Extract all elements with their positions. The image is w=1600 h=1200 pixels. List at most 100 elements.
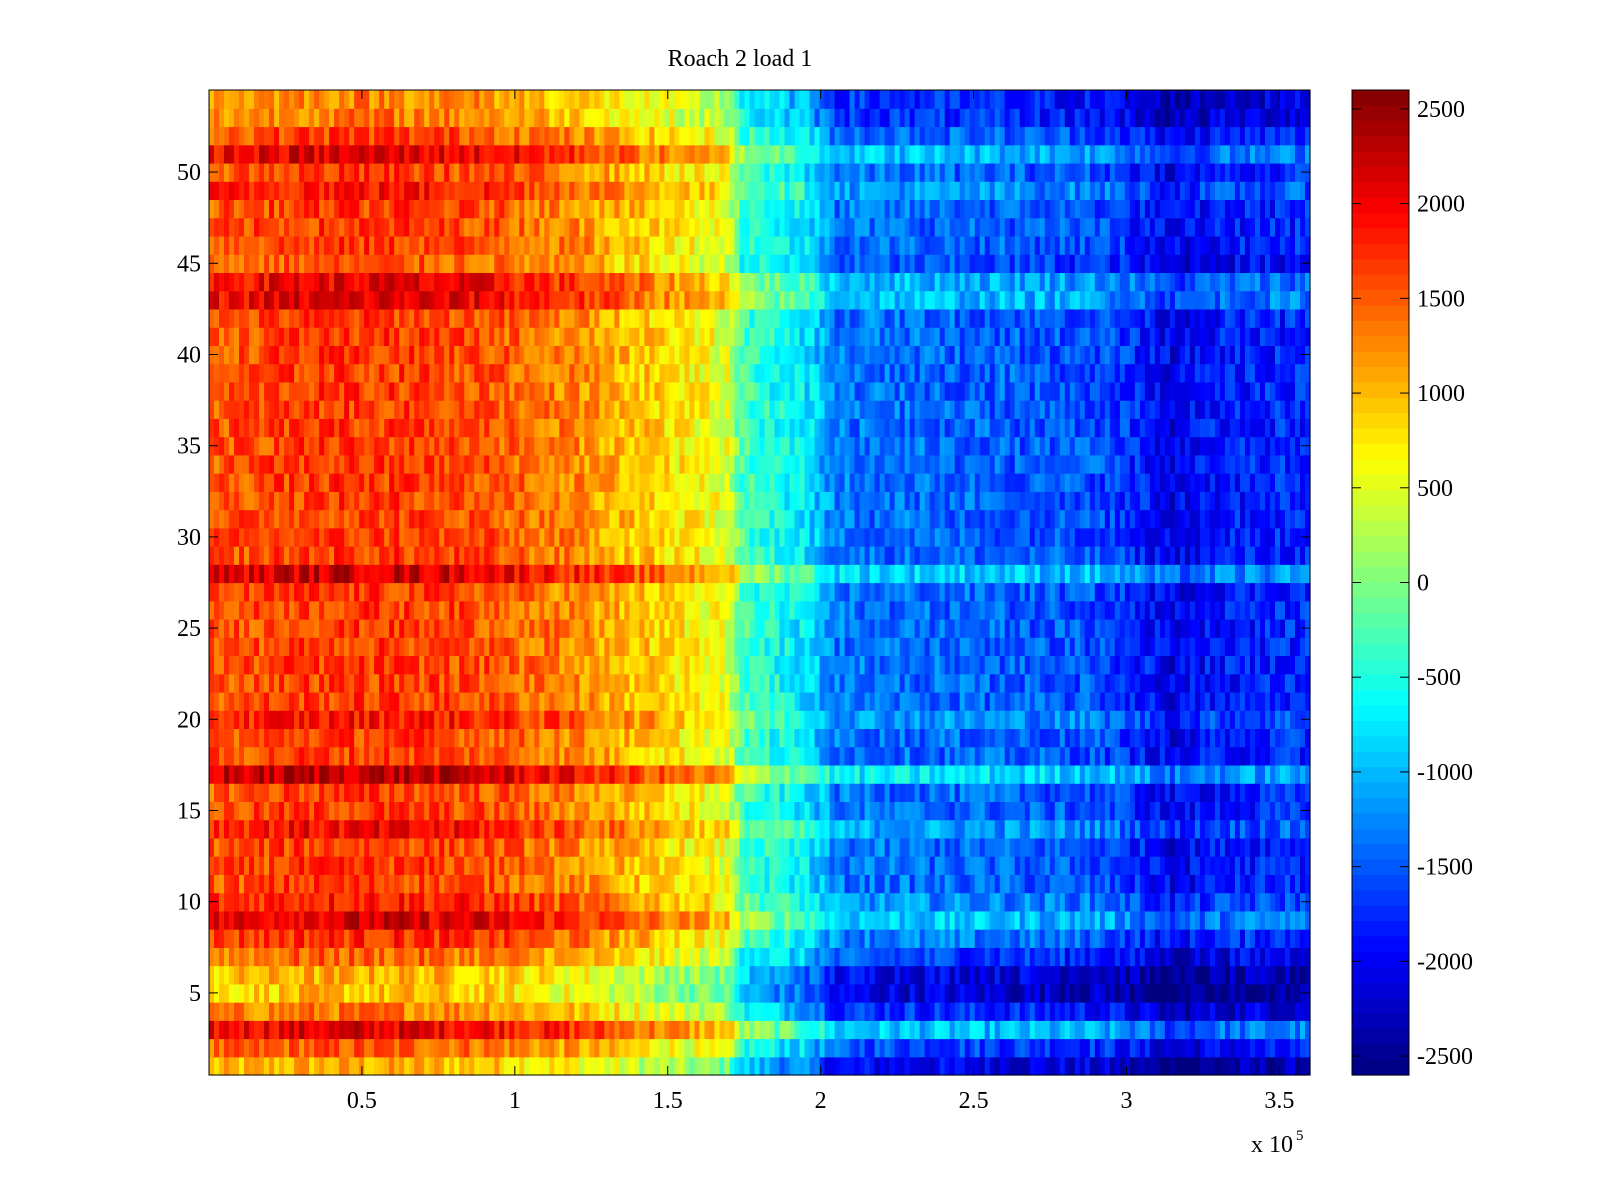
heatmap-cell [699, 837, 706, 857]
heatmap-cell [229, 1056, 235, 1076]
heatmap-cell [584, 764, 590, 784]
heatmap-cell [704, 673, 711, 693]
heatmap-cell [939, 746, 946, 766]
heatmap-cell [454, 819, 460, 839]
heatmap-cell [579, 1020, 585, 1040]
heatmap-cell [419, 801, 425, 821]
heatmap-cell [264, 1020, 270, 1040]
heatmap-cell [594, 655, 600, 675]
heatmap-cell [449, 910, 455, 930]
heatmap-cell [609, 983, 615, 1003]
heatmap-cell [1224, 691, 1231, 711]
heatmap-cell [879, 983, 886, 1003]
heatmap-cell [974, 655, 981, 675]
heatmap-cell [864, 783, 871, 802]
heatmap-cell [459, 1020, 465, 1040]
heatmap-cell [584, 1038, 590, 1058]
heatmap-cell [419, 837, 425, 857]
heatmap-cell [869, 710, 876, 730]
heatmap-cell [934, 673, 941, 693]
heatmap-cell [854, 673, 861, 693]
heatmap-cell [1034, 764, 1041, 784]
heatmap-cell [449, 764, 455, 784]
heatmap-cell [609, 1002, 615, 1021]
heatmap-cell [664, 837, 671, 857]
heatmap-cell [834, 1002, 841, 1021]
heatmap-cell [1129, 1038, 1136, 1058]
heatmap-cell [1069, 983, 1076, 1003]
heatmap-cell [289, 728, 295, 748]
heatmap-cell [254, 910, 260, 930]
heatmap-cell [209, 764, 215, 784]
heatmap-cell [529, 965, 535, 985]
heatmap-cell [794, 1056, 801, 1076]
heatmap-cell [1064, 892, 1071, 912]
heatmap-cell [854, 856, 861, 875]
heatmap-cell [1019, 1056, 1026, 1076]
heatmap-cell [479, 929, 485, 948]
heatmap-cell [449, 983, 455, 1003]
heatmap-cell [1139, 965, 1146, 985]
heatmap-cell [1029, 1056, 1036, 1076]
heatmap-cell [629, 929, 635, 948]
heatmap-cell [1079, 856, 1086, 875]
heatmap-cell [369, 746, 375, 766]
heatmap-cell [1049, 1002, 1056, 1021]
heatmap-cell [1169, 801, 1176, 821]
heatmap-cell [944, 819, 951, 839]
heatmap-cell [1119, 819, 1126, 839]
heatmap-cell [349, 1038, 355, 1058]
heatmap-cell [569, 746, 575, 766]
heatmap-cell [1249, 983, 1256, 1003]
heatmap-cell [494, 1020, 500, 1040]
heatmap-cell [559, 856, 565, 875]
heatmap-cell [874, 819, 881, 839]
heatmap-cell [1264, 856, 1271, 875]
heatmap-cell [459, 929, 465, 948]
heatmap-cell [1219, 1056, 1226, 1076]
heatmap-cell [974, 728, 981, 748]
heatmap-cell [279, 856, 285, 875]
heatmap-cell [474, 1020, 480, 1040]
heatmap-cell [994, 1020, 1001, 1040]
heatmap-cell [909, 673, 916, 693]
heatmap-cell [1039, 710, 1046, 730]
heatmap-cell [299, 764, 305, 784]
heatmap-cell [524, 856, 530, 875]
heatmap-cell [664, 764, 671, 784]
heatmap-cell [524, 929, 530, 948]
heatmap-cell [254, 929, 260, 948]
heatmap-cell [1029, 910, 1036, 930]
heatmap-cell [534, 1056, 540, 1076]
heatmap-cell [409, 710, 415, 730]
heatmap-cell [744, 746, 751, 766]
heatmap-cell [1229, 983, 1236, 1003]
heatmap-cell [684, 947, 691, 967]
heatmap-cell [444, 1002, 450, 1021]
heatmap-cell [879, 819, 886, 839]
heatmap-cell [529, 856, 535, 875]
heatmap-cell [444, 819, 450, 839]
heatmap-cell [774, 1020, 781, 1040]
heatmap-cell [944, 1056, 951, 1076]
heatmap-cell [1239, 691, 1246, 711]
heatmap-cell [294, 746, 300, 766]
heatmap-cell [934, 764, 941, 784]
heatmap-cell [249, 947, 255, 967]
heatmap-cell [1239, 1038, 1246, 1058]
heatmap-cell [914, 1002, 921, 1021]
heatmap-cell [1079, 892, 1086, 912]
heatmap-cell [269, 1020, 275, 1040]
heatmap-cell [674, 1056, 681, 1076]
heatmap-cell [929, 947, 936, 967]
heatmap-cell [484, 929, 490, 948]
heatmap-cell [1039, 837, 1046, 857]
heatmap-cell [719, 1020, 726, 1040]
heatmap-cell [1124, 965, 1131, 985]
heatmap-cell [904, 856, 911, 875]
heatmap-cell [969, 1002, 976, 1021]
heatmap-cell [579, 837, 585, 857]
heatmap-cell [349, 983, 355, 1003]
heatmap-cell [209, 783, 215, 802]
heatmap-cell [979, 874, 986, 894]
